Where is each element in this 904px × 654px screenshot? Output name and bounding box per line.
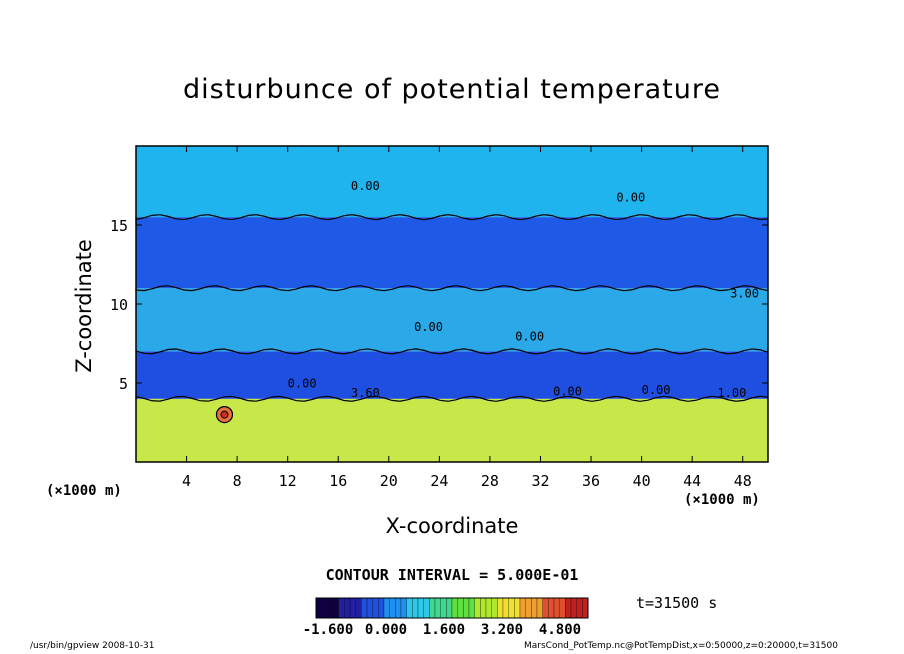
x-tick-label-8: 36 — [582, 472, 600, 490]
colorbar-cell-24 — [451, 597, 458, 619]
x-tick-label-10: 44 — [683, 472, 701, 490]
colorbar-cell-30 — [485, 597, 492, 619]
time-label: t=31500 s — [636, 594, 718, 612]
colorbar-cell-27 — [468, 597, 475, 619]
colorbar-cell-38 — [531, 597, 538, 619]
colorbar-cell-47 — [582, 597, 589, 619]
contour-label-5: 3.60 — [351, 386, 380, 400]
colorbar-cell-23 — [446, 597, 453, 619]
colorbar-cell-20 — [429, 597, 436, 619]
y-tick-label-1: 10 — [110, 296, 128, 314]
x-tick-label-11: 48 — [734, 472, 752, 490]
contour-label-9: 3.00 — [730, 287, 759, 301]
colorbar-cell-6 — [349, 597, 356, 619]
x-tick-label-6: 28 — [481, 472, 499, 490]
colorbar-cell-4 — [338, 597, 345, 619]
heatmap-layer-0 — [136, 398, 768, 462]
heatmap-layer-4 — [136, 146, 768, 218]
heatmap-layer-1 — [136, 351, 768, 399]
x-tick-label-1: 8 — [233, 472, 242, 490]
colorbar-cell-28 — [474, 597, 481, 619]
colorbar-cell-10 — [372, 597, 379, 619]
colorbar-tick-label-0: -1.600 — [303, 622, 354, 638]
colorbar-cell-14 — [395, 597, 402, 619]
colorbar-cell-29 — [480, 597, 487, 619]
colorbar-cell-15 — [400, 597, 407, 619]
colorbar-tick-label-1: 0.000 — [365, 622, 407, 638]
colorbar-cell-34 — [508, 597, 515, 619]
colorbar-cell-16 — [406, 597, 413, 619]
contour-line-3 — [135, 213, 769, 221]
colorbar-cell-45 — [570, 597, 577, 619]
contour-interval: CONTOUR INTERVAL = 5.000E-01 — [325, 566, 579, 584]
colorbar-cell-41 — [548, 597, 555, 619]
x-unit-left: (×1000 m) — [46, 483, 122, 499]
x-tick-label-7: 32 — [531, 472, 549, 490]
colorbar-cell-39 — [536, 597, 543, 619]
contour-label-0: 0.00 — [351, 179, 380, 193]
contour-label-8: 1.00 — [717, 386, 746, 400]
colorbar-cell-5 — [344, 597, 351, 619]
y-tick-label-2: 15 — [110, 217, 128, 235]
colorbar-cell-1 — [321, 597, 328, 619]
contour-label-6: 0.00 — [553, 385, 582, 399]
colorbar-cell-11 — [378, 597, 385, 619]
colorbar-tick-label-2: 1.600 — [423, 622, 465, 638]
y-tick-label-0: 5 — [119, 375, 128, 393]
x-tick-label-9: 40 — [633, 472, 651, 490]
colorbar-cell-7 — [355, 597, 362, 619]
contour-label-3: 0.00 — [515, 329, 544, 343]
x-tick-label-5: 24 — [430, 472, 448, 490]
contour-line-1 — [135, 348, 769, 355]
colorbar-cell-46 — [576, 597, 583, 619]
footer-left: /usr/bin/gpview 2008-10-31 — [30, 641, 155, 651]
colorbar-cell-31 — [491, 597, 498, 619]
colorbar-cell-44 — [565, 597, 572, 619]
colorbar-cell-36 — [519, 597, 526, 619]
colorbar-cell-32 — [497, 597, 504, 619]
x-tick-label-4: 20 — [380, 472, 398, 490]
colorbar-cell-13 — [389, 597, 396, 619]
colorbar-cell-25 — [457, 597, 464, 619]
heatmap-layer-3 — [136, 217, 768, 289]
warm-spot-core — [220, 410, 229, 419]
contour-line-0 — [135, 395, 769, 402]
colorbar-frame — [315, 597, 589, 619]
colorbar-cell-2 — [327, 597, 334, 619]
contour-label-4: 0.00 — [288, 377, 317, 391]
colorbar-cell-3 — [332, 597, 339, 619]
contour-label-7: 0.00 — [642, 383, 671, 397]
colorbar-cell-21 — [434, 597, 441, 619]
x-tick-label-3: 16 — [329, 472, 347, 490]
colorbar-cell-22 — [440, 597, 447, 619]
x-tick-label-0: 4 — [182, 472, 191, 490]
colorbar-cell-43 — [559, 597, 566, 619]
colorbar-cell-0 — [315, 597, 322, 619]
colorbar-cell-40 — [542, 597, 549, 619]
colorbar-cell-8 — [361, 597, 368, 619]
colorbar-tick-label-3: 3.200 — [481, 622, 523, 638]
footer-right: MarsCond_PotTemp.nc@PotTempDist,x=0:5000… — [524, 641, 838, 651]
x-tick-label-2: 12 — [279, 472, 297, 490]
colorbar-cell-9 — [366, 597, 373, 619]
colorbar-tick-label-4: 4.800 — [539, 622, 581, 638]
contour-line-2 — [135, 285, 769, 292]
colorbar-cell-26 — [463, 597, 470, 619]
contour-label-2: 0.00 — [414, 320, 443, 334]
y-axis-label: Z-coordinate — [72, 239, 96, 373]
x-axis-label: X-coordinate — [385, 514, 519, 538]
colorbar-cell-35 — [514, 597, 521, 619]
contour-label-1: 0.00 — [616, 190, 645, 204]
colorbar-cell-19 — [423, 597, 430, 619]
colorbar-cell-12 — [383, 597, 390, 619]
colorbar-cell-18 — [417, 597, 424, 619]
colorbar-cell-17 — [412, 597, 419, 619]
chart-title: disturbunce of potential temperature — [183, 74, 721, 105]
colorbar-cell-37 — [525, 597, 532, 619]
colorbar-cell-42 — [553, 597, 560, 619]
x-unit-right: (×1000 m) — [684, 492, 760, 508]
heatmap-layer-2 — [136, 288, 768, 352]
colorbar-cell-33 — [502, 597, 509, 619]
